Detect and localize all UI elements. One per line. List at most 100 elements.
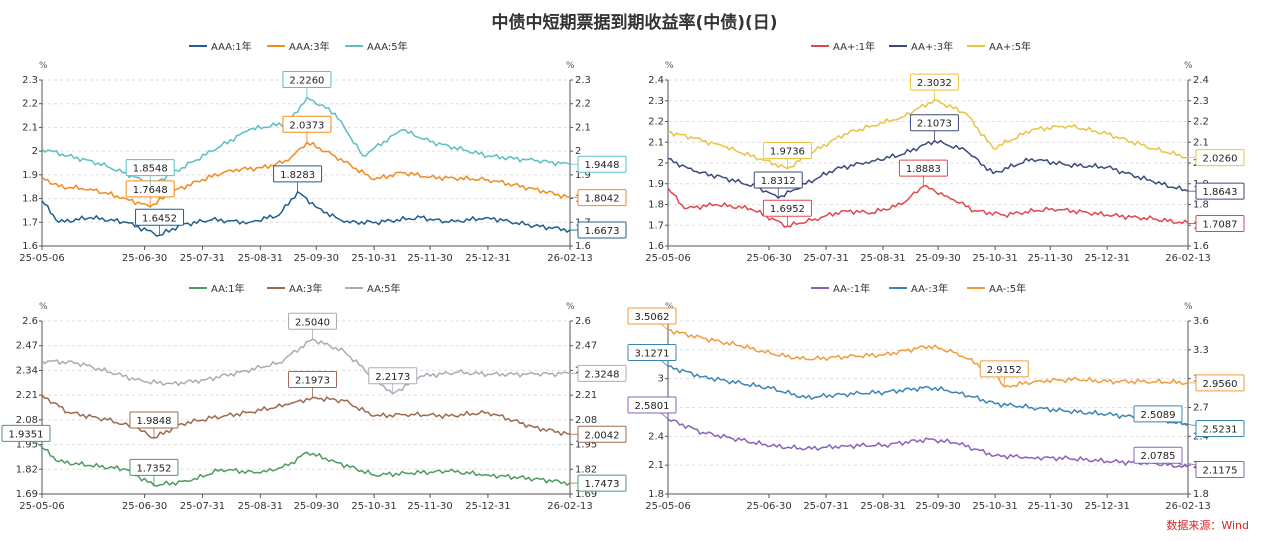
y-tick-label-left: 1.8 — [648, 489, 664, 500]
legend-item: AA+:5年 — [967, 40, 1031, 53]
x-tick-label: 26-02-13 — [1165, 501, 1210, 512]
data-label-box — [1, 424, 51, 442]
data-label: 2.9152 — [979, 360, 1029, 387]
data-label-text: 1.8042 — [585, 194, 620, 205]
data-label-text: 1.6452 — [142, 213, 177, 224]
y-unit-right: % — [1184, 61, 1193, 71]
series-line — [41, 141, 571, 208]
data-label-text: 2.0785 — [1141, 451, 1176, 462]
y-unit-left: % — [665, 61, 674, 71]
data-label-text: 2.5801 — [635, 401, 670, 412]
data-label-box — [1195, 420, 1245, 438]
data-label-box — [273, 165, 323, 183]
data-label-text: 1.9448 — [585, 160, 620, 171]
y-unit-right: % — [566, 302, 575, 312]
x-tick-label: 25-05-06 — [645, 501, 690, 512]
chart-1: AAA:1年 AAA:3年 AAA:5年% %1.61.71.81.922.12.22… — [19, 40, 627, 264]
legend-label: AA+:3年 — [911, 40, 953, 53]
data-label-box — [1195, 374, 1245, 392]
y-tick-label-right: 2 — [575, 146, 581, 157]
legend-item: AA-:3年 — [889, 282, 948, 295]
series-line — [41, 446, 571, 487]
x-tick-label: 25-12-31 — [1084, 501, 1129, 512]
data-label-box — [129, 411, 179, 429]
data-label: 1.8312 — [753, 171, 803, 199]
x-tick-label: 25-09-30 — [915, 253, 960, 264]
y-tick-label-right: 2.2 — [575, 99, 591, 110]
data-label-box — [125, 159, 175, 177]
data-label-box — [909, 73, 959, 91]
chart-2: AA+:1年 AA+:3年 AA+:5年% % 1.6 1.7 1.8 1.9 2 2.1 2.2 2… — [645, 40, 1245, 264]
data-label: 2.0373 — [282, 115, 332, 143]
y-tick-label-right: 1.9 — [575, 170, 591, 181]
data-label-text: 1.7473 — [585, 479, 620, 490]
data-label-text: 1.8312 — [761, 176, 796, 187]
x-tick-label: 25-09-30 — [915, 501, 960, 512]
x-tick-label: 25-10-31 — [351, 253, 396, 264]
data-label: 1.9736 — [762, 141, 812, 169]
series-line — [41, 394, 571, 439]
data-label-text: 2.5089 — [1141, 410, 1176, 421]
y-tick-label-right: 2.7 — [1193, 403, 1209, 414]
y-tick-label-right: 2.21 — [575, 390, 597, 401]
series-line — [41, 190, 571, 237]
data-label-text: 2.2260 — [289, 76, 324, 87]
data-label-text: 2.0373 — [289, 120, 324, 131]
y-tick-label-right: 1.8 — [1193, 200, 1209, 211]
series-line — [667, 418, 1189, 469]
y-tick-label-left: 1.6 — [648, 241, 664, 252]
x-tick-label: 25-11-30 — [407, 501, 452, 512]
data-label: 1.8042 — [570, 189, 627, 207]
data-label-box — [577, 474, 627, 492]
data-label: 2.0042 — [570, 425, 627, 443]
series-line — [667, 99, 1189, 170]
y-tick-label-right: 2.47 — [575, 341, 597, 352]
y-tick-label-right: 1.69 — [575, 489, 597, 500]
data-label-box — [282, 71, 332, 89]
y-tick-label-left: 2.1 — [648, 137, 664, 148]
data-label-text: 3.5062 — [635, 312, 670, 323]
data-label: 2.0260 — [1188, 149, 1245, 167]
data-label-box — [979, 360, 1029, 378]
data-label-box — [1133, 405, 1183, 423]
data-label-text: 2.0260 — [1203, 154, 1238, 165]
data-label-text: 2.0042 — [585, 430, 620, 441]
x-tick-label: 25-07-31 — [803, 501, 848, 512]
x-tick-label: 25-08-31 — [238, 253, 283, 264]
data-label: 1.6952 — [762, 199, 812, 227]
x-tick-label: 25-07-31 — [180, 253, 225, 264]
data-label: 1.8283 — [273, 165, 323, 192]
x-tick-label: 25-11-30 — [1027, 501, 1072, 512]
series-line — [41, 338, 571, 395]
legend-item: AA-:5年 — [967, 282, 1026, 295]
legend-item: AA:3年 — [267, 282, 323, 295]
y-tick-label-left: 2.1 — [22, 122, 38, 133]
x-tick-label: 25-07-31 — [180, 501, 225, 512]
data-label-box — [627, 343, 677, 361]
data-label: 2.2173 — [368, 367, 418, 394]
y-tick-label-left: 2.08 — [16, 415, 38, 426]
legend-label: AA:3年 — [289, 282, 323, 295]
legend-item: AA+:1年 — [811, 40, 875, 53]
legend-item: AAA:3年 — [267, 40, 330, 53]
data-label: 2.5089 — [1133, 405, 1189, 427]
legend-item: AA-:1年 — [811, 282, 870, 295]
data-label-text: 2.9152 — [987, 365, 1022, 376]
data-label-box — [762, 141, 812, 159]
y-tick-label-left: 2.21 — [16, 390, 38, 401]
y-tick-label-left: 2 — [32, 146, 38, 157]
legend-label: AA-:3年 — [911, 282, 948, 295]
data-label: 2.5801 — [627, 396, 677, 420]
data-label: 1.7087 — [1188, 214, 1245, 232]
x-tick-label: 25-09-30 — [294, 253, 339, 264]
x-tick-label: 25-11-30 — [407, 253, 452, 264]
y-tick-label-right: 2.2 — [1193, 117, 1209, 128]
x-tick-label: 26-02-13 — [1165, 253, 1210, 264]
y-tick-label-right: 2.08 — [575, 415, 597, 426]
chart-3: AA:1年 AA:3年 AA:5年% % 1.69 1.82 1.95 2.08 2.21 2.3… — [1, 282, 627, 512]
data-label: 3.1271 — [627, 343, 677, 367]
data-label: 1.6673 — [570, 221, 627, 239]
data-label-text: 2.5040 — [295, 317, 330, 328]
x-tick-label: 26-02-13 — [547, 501, 592, 512]
data-label: 2.9560 — [1188, 374, 1245, 392]
